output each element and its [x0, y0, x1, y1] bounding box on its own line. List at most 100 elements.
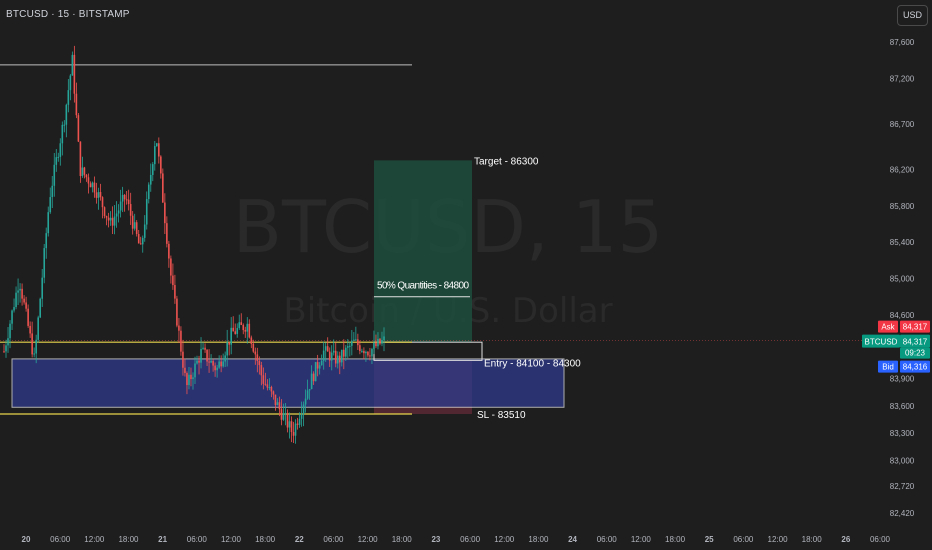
- candle-body[interactable]: [39, 298, 41, 318]
- candle-body[interactable]: [113, 216, 116, 226]
- candle-body[interactable]: [153, 146, 156, 165]
- candle-body[interactable]: [53, 164, 56, 186]
- candle-body[interactable]: [178, 325, 180, 331]
- candle-body[interactable]: [149, 174, 152, 185]
- candle-body[interactable]: [168, 243, 170, 259]
- candle-body[interactable]: [240, 322, 243, 325]
- candle-body[interactable]: [232, 327, 235, 332]
- candle-body[interactable]: [29, 325, 31, 334]
- candle-body[interactable]: [55, 157, 58, 165]
- candle-body[interactable]: [192, 377, 194, 380]
- candle-body[interactable]: [37, 317, 39, 340]
- candle-body[interactable]: [320, 360, 323, 366]
- candle-body[interactable]: [377, 338, 379, 347]
- candle-body[interactable]: [224, 355, 226, 362]
- candle-body[interactable]: [244, 330, 247, 332]
- candle-body[interactable]: [21, 288, 23, 299]
- currency-button[interactable]: USD: [897, 5, 928, 26]
- candle-body[interactable]: [383, 336, 385, 341]
- candle-body[interactable]: [127, 199, 130, 205]
- candle-body[interactable]: [328, 351, 331, 361]
- candle-body[interactable]: [228, 342, 230, 345]
- candle-body[interactable]: [89, 183, 92, 188]
- candle-body[interactable]: [81, 167, 84, 177]
- candle-body[interactable]: [93, 182, 96, 193]
- candle-body[interactable]: [274, 394, 277, 406]
- candle-body[interactable]: [119, 201, 122, 211]
- candle-body[interactable]: [77, 115, 80, 142]
- candle-body[interactable]: [166, 223, 168, 244]
- candle-body[interactable]: [13, 307, 15, 311]
- candle-body[interactable]: [115, 213, 118, 217]
- candle-body[interactable]: [143, 224, 146, 238]
- candle-body[interactable]: [316, 362, 319, 369]
- candle-body[interactable]: [125, 199, 128, 201]
- candle-body[interactable]: [242, 324, 245, 331]
- candle-body[interactable]: [340, 349, 343, 363]
- candle-body[interactable]: [97, 192, 100, 198]
- candle-body[interactable]: [180, 330, 182, 352]
- candle-body[interactable]: [236, 328, 239, 334]
- candle-body[interactable]: [324, 346, 327, 351]
- candle-body[interactable]: [302, 404, 305, 415]
- candle-body[interactable]: [65, 104, 68, 125]
- candle-body[interactable]: [71, 54, 74, 76]
- candle-body[interactable]: [326, 346, 329, 352]
- candle-body[interactable]: [172, 275, 174, 286]
- candle-body[interactable]: [314, 362, 317, 382]
- candle-body[interactable]: [373, 342, 375, 349]
- candle-body[interactable]: [137, 233, 140, 244]
- candle-body[interactable]: [194, 363, 196, 378]
- candle-body[interactable]: [222, 361, 224, 367]
- candle-body[interactable]: [75, 93, 78, 116]
- candle-body[interactable]: [158, 143, 160, 157]
- candle-body[interactable]: [69, 75, 72, 91]
- candle-body[interactable]: [5, 345, 7, 352]
- candle-body[interactable]: [45, 233, 48, 249]
- candle-body[interactable]: [156, 143, 158, 147]
- candle-body[interactable]: [198, 360, 200, 363]
- candle-body[interactable]: [141, 237, 144, 245]
- candle-body[interactable]: [268, 387, 271, 389]
- candle-body[interactable]: [182, 351, 184, 368]
- candle-body[interactable]: [57, 156, 60, 158]
- candle-body[interactable]: [347, 346, 349, 348]
- candle-body[interactable]: [375, 342, 377, 347]
- candle-body[interactable]: [27, 308, 29, 326]
- candle-body[interactable]: [254, 351, 257, 355]
- candle-body[interactable]: [160, 156, 162, 174]
- candle-body[interactable]: [188, 374, 190, 386]
- candle-body[interactable]: [186, 373, 188, 386]
- candle-body[interactable]: [359, 345, 361, 352]
- candle-body[interactable]: [73, 54, 76, 94]
- candle-body[interactable]: [107, 217, 110, 221]
- candle-body[interactable]: [19, 288, 21, 291]
- candle-body[interactable]: [252, 343, 255, 352]
- candle-body[interactable]: [79, 141, 82, 177]
- candle-body[interactable]: [332, 350, 335, 353]
- candle-body[interactable]: [220, 361, 222, 367]
- candle-body[interactable]: [85, 174, 88, 178]
- candle-body[interactable]: [308, 389, 311, 391]
- candle-body[interactable]: [312, 373, 315, 382]
- candle-body[interactable]: [139, 243, 142, 245]
- candle-body[interactable]: [367, 351, 369, 356]
- candle-body[interactable]: [250, 337, 253, 344]
- candle-body[interactable]: [260, 365, 263, 376]
- candle-body[interactable]: [206, 349, 208, 362]
- candle-body[interactable]: [300, 414, 303, 419]
- candle-body[interactable]: [371, 348, 373, 357]
- candle-body[interactable]: [266, 384, 269, 388]
- candle-body[interactable]: [101, 197, 104, 208]
- candle-body[interactable]: [25, 302, 27, 309]
- candle-body[interactable]: [59, 143, 62, 157]
- candle-body[interactable]: [147, 184, 150, 200]
- candle-body[interactable]: [117, 210, 120, 214]
- candle-body[interactable]: [176, 298, 178, 326]
- candle-body[interactable]: [151, 164, 154, 175]
- candle-body[interactable]: [67, 90, 70, 105]
- candle-body[interactable]: [278, 402, 281, 410]
- candle-body[interactable]: [318, 365, 321, 369]
- candle-body[interactable]: [47, 212, 50, 234]
- candle-body[interactable]: [292, 432, 295, 436]
